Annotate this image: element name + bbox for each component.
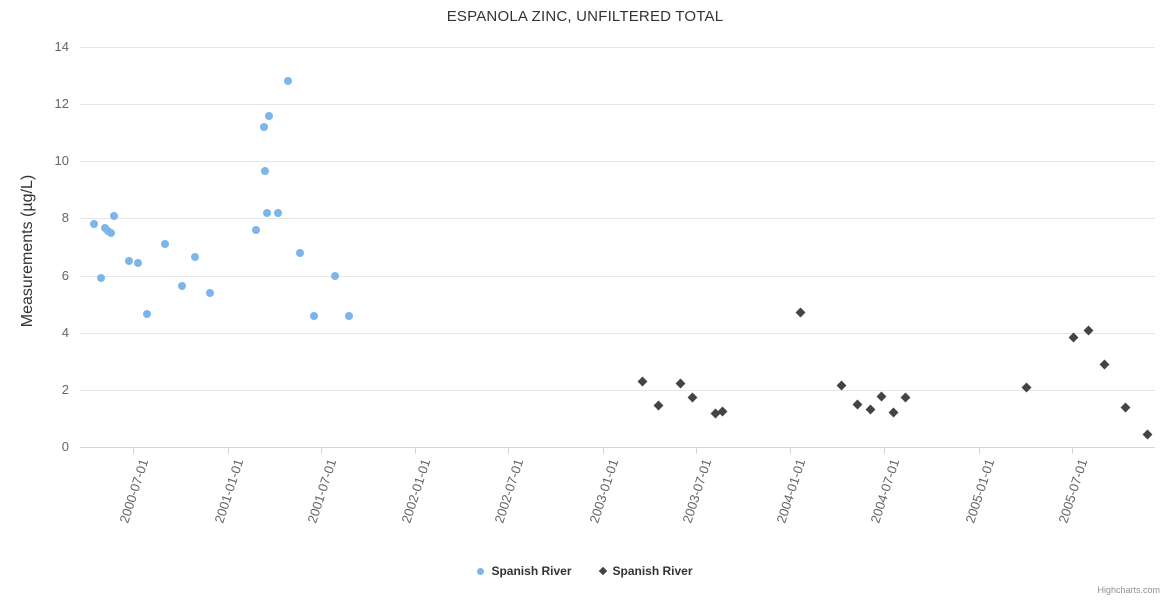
- grid-line: [80, 447, 1155, 448]
- grid-line: [80, 161, 1155, 163]
- x-axis-tick-mark: [415, 447, 417, 454]
- data-point[interactable]: [309, 311, 318, 320]
- legend-circle-icon: [477, 567, 485, 575]
- grid-line: [80, 47, 1155, 48]
- plot-area: 0 2 4 6 8 10 12 14 2000-07-01 2001-01-01 2001-07-…: [55, 39, 1155, 525]
- data-point[interactable]: [206, 288, 215, 297]
- data-point[interactable]: [653, 400, 664, 411]
- x-axis-tick-label: 2003-07-01: [679, 457, 715, 525]
- legend-diamond-icon: [598, 566, 607, 576]
- grid-line: [80, 104, 1155, 106]
- legend-item[interactable]: Spanish River: [598, 563, 693, 579]
- data-point[interactable]: [1120, 402, 1131, 412]
- x-axis-tick-mark: [790, 447, 792, 454]
- x-axis-tick-label: 2005-01-01: [962, 457, 997, 525]
- data-point[interactable]: [178, 281, 187, 290]
- grid-line: [80, 389, 1155, 391]
- data-point[interactable]: [252, 225, 261, 234]
- highcharts-credits[interactable]: Highcharts.com: [1097, 585, 1160, 595]
- data-point[interactable]: [142, 310, 151, 319]
- data-point[interactable]: [795, 307, 806, 318]
- x-axis-tick-mark: [132, 447, 134, 454]
- data-point[interactable]: [1142, 429, 1153, 440]
- x-axis-tick-label: 2002-01-01: [398, 457, 434, 525]
- x-axis-tick-label: 2004-01-01: [773, 457, 809, 525]
- y-axis-title: Measurements (µg/L): [19, 174, 36, 328]
- data-point[interactable]: [264, 111, 273, 120]
- data-point[interactable]: [888, 407, 899, 418]
- x-axis-tick-mark: [884, 447, 886, 454]
- x-axis-tick-label: 2001-07-01: [304, 457, 339, 525]
- x-axis-tick-label: 2003-01-01: [586, 457, 622, 525]
- x-axis-tick-mark: [508, 447, 510, 454]
- grid-line: [80, 275, 1155, 277]
- data-point[interactable]: [260, 167, 269, 176]
- y-axis-tick-label: 0: [61, 439, 69, 454]
- data-point[interactable]: [676, 378, 686, 389]
- data-point[interactable]: [90, 220, 99, 229]
- data-point[interactable]: [101, 224, 110, 233]
- data-point[interactable]: [865, 404, 876, 415]
- y-axis-tick-label: 6: [61, 267, 69, 283]
- data-point[interactable]: [104, 227, 113, 236]
- x-axis-tick-label: 2001-01-01: [210, 457, 246, 525]
- legend-item-label: Spanish River: [612, 564, 693, 579]
- x-axis-tick-mark: [602, 447, 604, 454]
- y-axis-tick-label: 12: [54, 96, 69, 112]
- data-point[interactable]: [190, 253, 199, 261]
- grid-line: [80, 218, 1155, 220]
- data-point[interactable]: [124, 257, 133, 266]
- data-point[interactable]: [345, 311, 354, 320]
- y-axis-tick-label: 8: [61, 210, 69, 226]
- data-point[interactable]: [687, 392, 698, 403]
- x-axis-tick-mark: [320, 447, 322, 454]
- data-point[interactable]: [283, 77, 292, 86]
- data-point[interactable]: [296, 248, 305, 257]
- legend-item[interactable]: Spanish River: [477, 563, 572, 579]
- x-axis-tick-label: 2005-07-01: [1055, 457, 1090, 525]
- y-axis-tick-label: 4: [61, 324, 69, 340]
- x-axis-tick-label: 2000-07-01: [116, 457, 152, 525]
- data-point[interactable]: [107, 228, 116, 237]
- data-point[interactable]: [259, 123, 268, 131]
- data-point[interactable]: [1099, 359, 1110, 370]
- data-point[interactable]: [1083, 325, 1094, 336]
- data-point[interactable]: [710, 408, 721, 419]
- x-axis-tick-mark: [978, 447, 980, 454]
- legend-item-label: Spanish River: [491, 564, 572, 579]
- x-axis-tick-mark: [1071, 447, 1073, 454]
- data-point[interactable]: [1022, 382, 1032, 393]
- data-point[interactable]: [637, 376, 648, 387]
- y-axis-tick-label: 14: [54, 39, 69, 54]
- data-point[interactable]: [262, 208, 271, 217]
- y-axis-tick-label: 10: [54, 153, 69, 169]
- grid-line: [80, 332, 1155, 334]
- y-axis-tick-label: 2: [61, 381, 69, 397]
- x-axis-tick-mark: [227, 447, 229, 454]
- data-point[interactable]: [161, 240, 170, 249]
- data-point[interactable]: [717, 406, 728, 417]
- data-point[interactable]: [900, 392, 911, 402]
- data-point[interactable]: [876, 391, 887, 402]
- x-axis-tick-label: 2004-07-01: [867, 457, 903, 525]
- x-axis-tick-label: 2002-07-01: [491, 457, 527, 525]
- chart-title: ESPANOLA ZINC, UNFILTERED TOTAL: [446, 8, 724, 25]
- chart-legend: Spanish River Spanish River: [0, 563, 1170, 578]
- data-point[interactable]: [133, 258, 142, 267]
- data-point[interactable]: [273, 208, 282, 217]
- data-point[interactable]: [852, 399, 863, 410]
- x-axis-tick-mark: [695, 447, 697, 454]
